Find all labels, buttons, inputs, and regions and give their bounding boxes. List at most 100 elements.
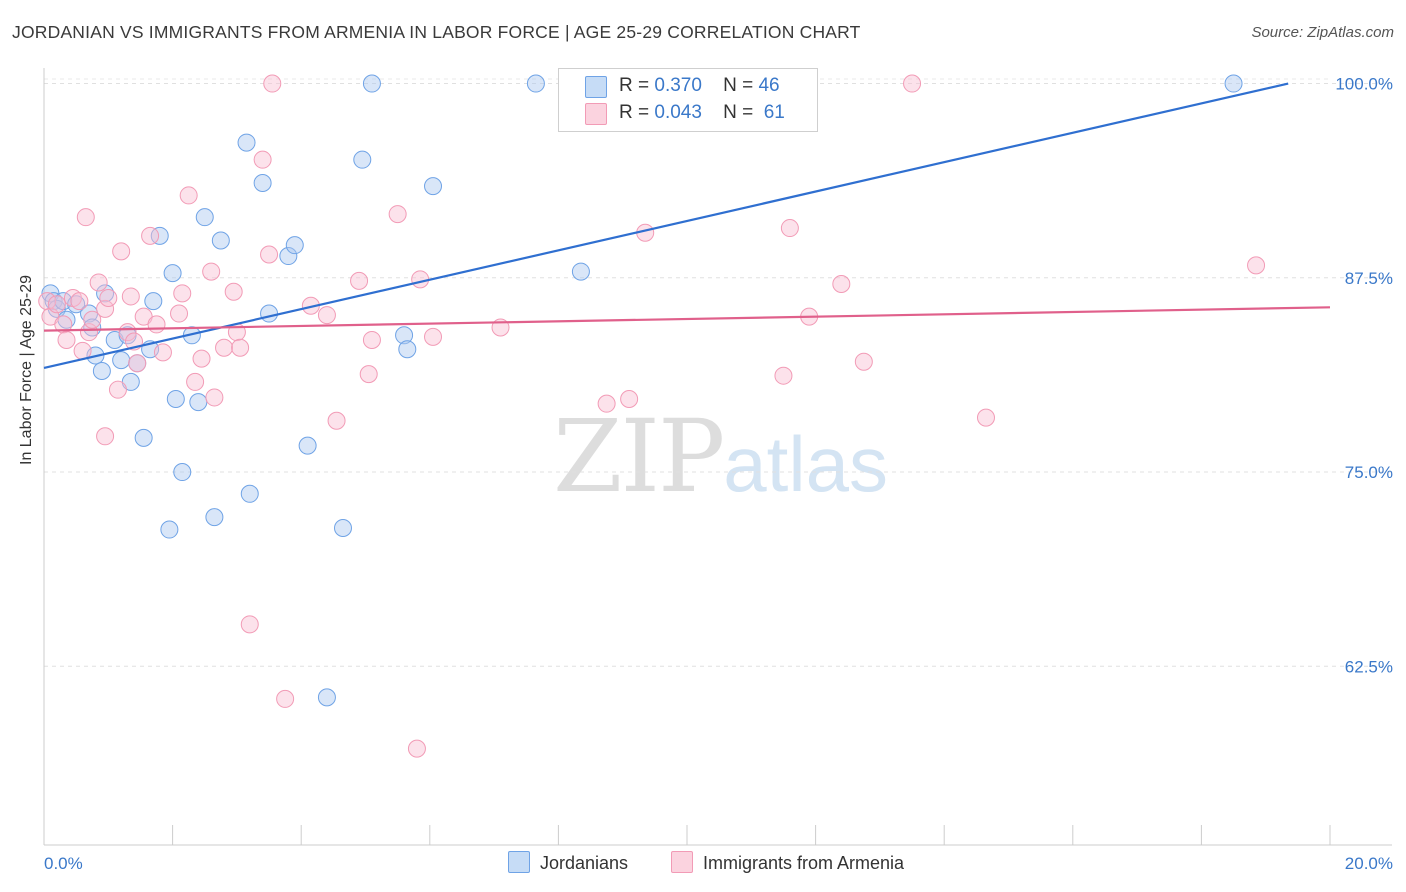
trendline-jordanians: [43, 82, 1289, 369]
point-armenia: [186, 372, 205, 391]
point-jordanians: [395, 326, 414, 345]
point-armenia: [854, 352, 873, 371]
point-armenia: [597, 394, 616, 413]
point-jordanians: [92, 362, 111, 381]
point-armenia: [83, 310, 102, 329]
point-armenia: [240, 615, 259, 634]
point-jordanians: [260, 304, 279, 323]
point-armenia: [54, 315, 73, 334]
bottom-legend-armenia: Immigrants from Armenia: [671, 851, 904, 874]
point-armenia: [112, 242, 131, 261]
point-armenia: [128, 354, 147, 373]
chart-title: JORDANIAN VS IMMIGRANTS FROM ARMENIA IN …: [12, 22, 861, 42]
point-armenia: [780, 219, 799, 238]
point-armenia: [774, 366, 793, 385]
y-tick-label: 75.0%: [1345, 463, 1393, 482]
point-jordanians: [362, 74, 381, 93]
point-jordanians: [353, 150, 372, 169]
point-armenia: [327, 411, 346, 430]
point-jordanians: [144, 292, 163, 311]
point-armenia: [108, 380, 127, 399]
legend-n-label: N =: [723, 102, 754, 123]
point-armenia: [411, 270, 430, 289]
point-armenia: [231, 338, 250, 357]
point-armenia: [170, 304, 189, 323]
point-armenia: [96, 299, 115, 318]
point-armenia: [362, 330, 381, 349]
legend-n-value-armenia: 61: [763, 102, 785, 123]
point-jordanians: [173, 463, 192, 482]
point-armenia: [205, 388, 224, 407]
point-jordanians: [285, 236, 304, 255]
point-armenia: [153, 343, 172, 362]
point-jordanians: [166, 390, 185, 409]
bottom-legend-label-armenia: Immigrants from Armenia: [703, 853, 905, 873]
point-armenia: [215, 338, 234, 357]
point-armenia: [118, 323, 137, 342]
point-jordanians: [298, 436, 317, 455]
legend-n-label: N =: [723, 75, 754, 96]
point-armenia: [276, 689, 295, 708]
legend-r-value-armenia: 0.043: [654, 102, 702, 123]
point-jordanians: [317, 688, 336, 707]
point-jordanians: [424, 177, 443, 196]
legend-r-label: R =: [619, 75, 650, 96]
legend-swatch-jordanians: [585, 76, 607, 98]
point-jordanians: [1224, 74, 1243, 93]
bottom-legend-jordanians: Jordanians: [508, 851, 628, 874]
legend-r-label: R =: [619, 102, 650, 123]
point-armenia: [47, 295, 66, 314]
legend-swatch-armenia: [585, 103, 607, 125]
point-armenia: [38, 292, 57, 311]
point-armenia: [976, 408, 995, 427]
watermark-atlas: atlas: [723, 420, 889, 508]
point-jordanians: [150, 226, 169, 245]
point-jordanians: [205, 508, 224, 527]
point-jordanians: [160, 520, 179, 539]
point-armenia: [76, 208, 95, 227]
point-armenia: [57, 330, 76, 349]
stats-legend: R = 0.370 N = 46 R = 0.043 N = 61: [558, 68, 818, 132]
point-armenia: [350, 271, 369, 290]
point-jordanians: [237, 133, 256, 152]
point-jordanians: [526, 74, 545, 93]
point-armenia: [620, 390, 639, 409]
trendline-armenia: [43, 306, 1331, 332]
point-jordanians: [333, 518, 352, 537]
point-armenia: [96, 427, 115, 446]
point-armenia: [359, 365, 378, 384]
y-tick-label: 62.5%: [1345, 657, 1393, 676]
y-tick-label: 100.0%: [1335, 75, 1393, 94]
bottom-legend-label-jordanians: Jordanians: [540, 853, 629, 873]
point-armenia: [89, 273, 108, 292]
point-armenia: [192, 349, 211, 368]
point-armenia: [424, 327, 443, 346]
point-jordanians: [134, 428, 153, 447]
point-armenia: [407, 739, 426, 758]
point-armenia: [263, 74, 282, 93]
point-armenia: [224, 282, 243, 301]
point-armenia: [147, 315, 166, 334]
point-armenia: [317, 306, 336, 325]
x-tick-label-min: 0.0%: [44, 854, 83, 873]
bottom-legend-swatch-armenia: [671, 851, 693, 873]
point-armenia: [141, 226, 160, 245]
bottom-legend-swatch-jordanians: [508, 851, 530, 873]
point-jordanians: [189, 393, 208, 412]
point-armenia: [173, 284, 192, 303]
point-armenia: [1247, 256, 1266, 275]
watermark: ZIPatlas: [553, 398, 888, 515]
point-armenia: [388, 205, 407, 224]
point-jordanians: [279, 247, 298, 266]
point-armenia: [179, 186, 198, 205]
point-jordanians: [253, 173, 272, 192]
point-jordanians: [571, 262, 590, 281]
point-armenia: [70, 292, 89, 311]
point-armenia: [832, 275, 851, 294]
y-tick-label: 87.5%: [1345, 269, 1393, 288]
point-armenia: [253, 150, 272, 169]
source-credit: Source: ZipAtlas.com: [1251, 24, 1394, 41]
point-jordanians: [240, 484, 259, 503]
point-armenia: [903, 74, 922, 93]
